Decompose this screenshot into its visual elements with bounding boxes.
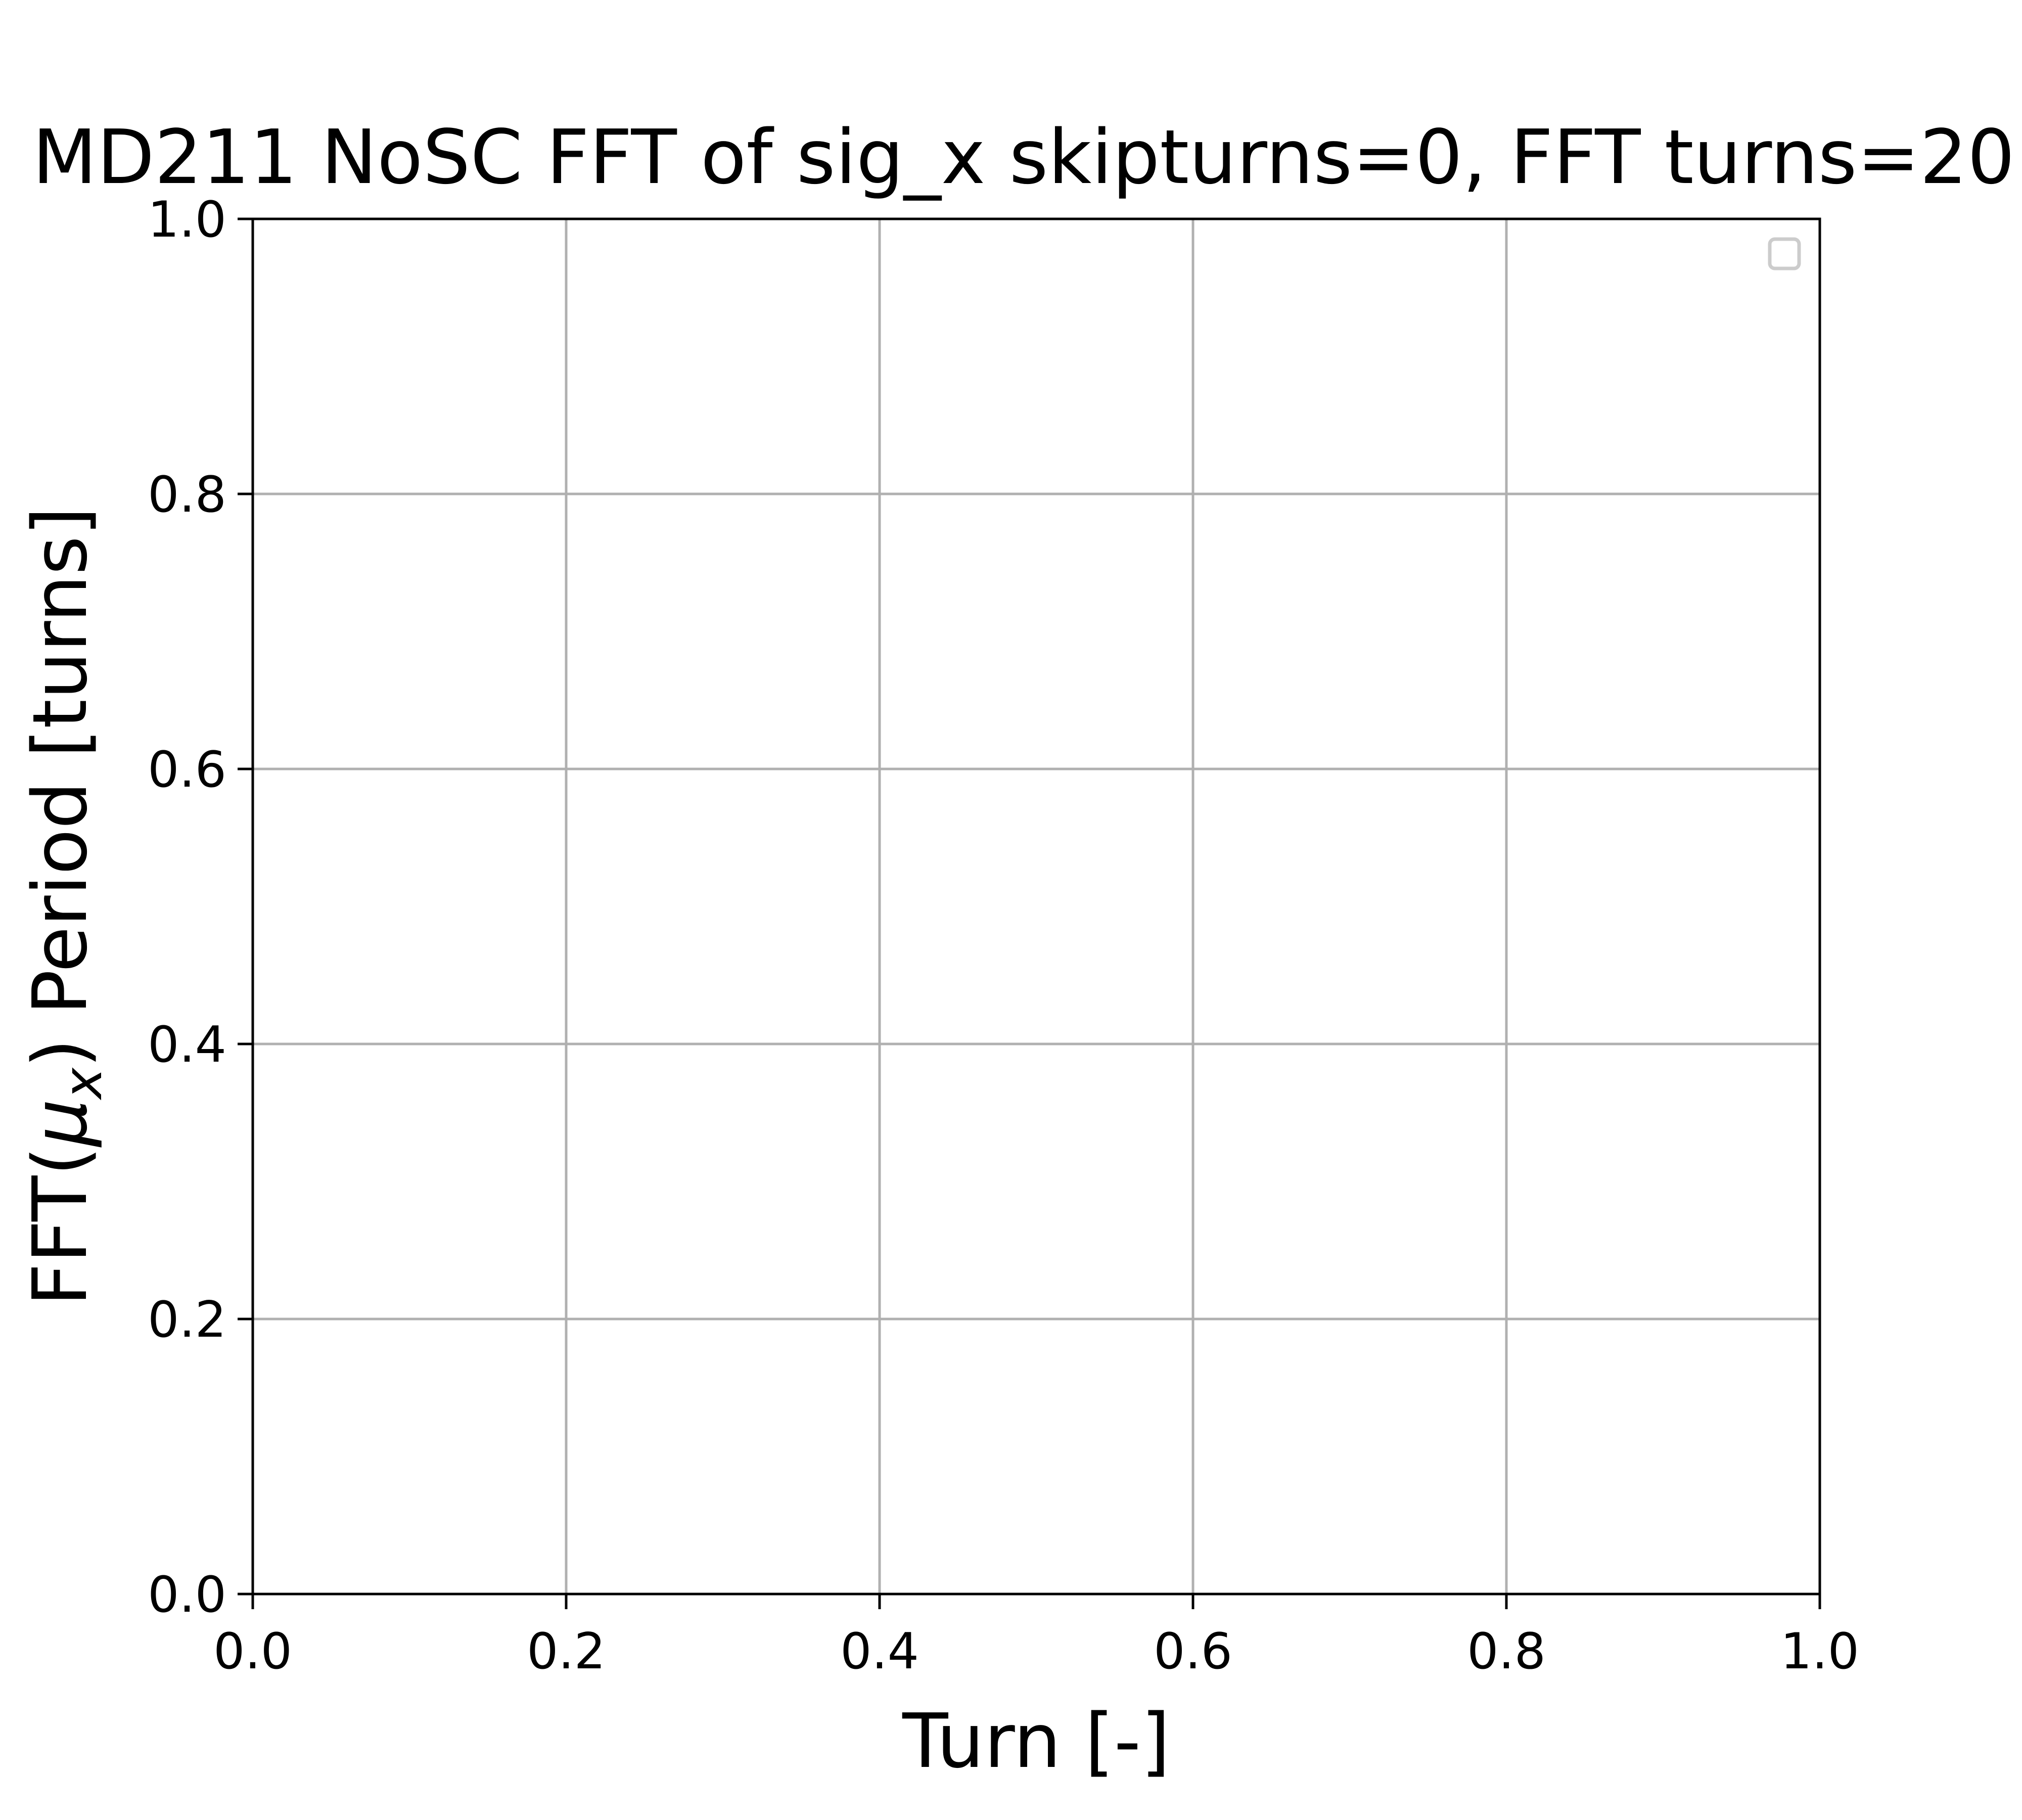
- y-tick-label: 0.4: [148, 1016, 226, 1074]
- grid: [251, 217, 1821, 1596]
- legend-box: [1768, 237, 1801, 270]
- x-axis: 0.0 0.2 0.4 0.6 0.8 1.0: [213, 1594, 1859, 1680]
- plot-background: [253, 219, 1820, 1594]
- plot-area: 0.0 0.2 0.4 0.6 0.8 1.0 0.0 0.2 0.4 0.6 0.8 1.0: [148, 191, 1859, 1680]
- y-tick-label: 0.2: [148, 1291, 226, 1349]
- x-tick-label: 1.0: [1780, 1623, 1859, 1680]
- y-axis-label-subscript: x: [52, 1067, 114, 1101]
- y-tick-label: 0.6: [148, 741, 226, 799]
- y-axis-label-suffix: ) Period [turns]: [17, 507, 104, 1068]
- y-tick-label: 1.0: [148, 191, 226, 249]
- y-tick-label: 0.8: [148, 466, 226, 524]
- plot-frame: [251, 217, 1821, 1596]
- x-tick-label: 0.2: [527, 1623, 606, 1680]
- y-axis-label: FFT(μx) Period [turns]: [17, 507, 114, 1306]
- x-tick-label: 0.8: [1467, 1623, 1546, 1680]
- x-axis-label: Turn [-]: [902, 1698, 1170, 1785]
- chart-title: MD211 NoSC FFT of sig_x skipturns=0, FFT…: [32, 114, 2015, 201]
- y-tick-label: 0.0: [148, 1566, 226, 1624]
- y-axis: 0.0 0.2 0.4 0.6 0.8 1.0: [148, 191, 253, 1624]
- y-axis-label-prefix: FFT(: [17, 1147, 104, 1306]
- x-tick-label: 0.4: [840, 1623, 919, 1680]
- x-tick-label: 0.6: [1154, 1623, 1232, 1680]
- y-axis-label-symbol: μ: [17, 1099, 104, 1148]
- x-tick-label: 0.0: [213, 1623, 292, 1680]
